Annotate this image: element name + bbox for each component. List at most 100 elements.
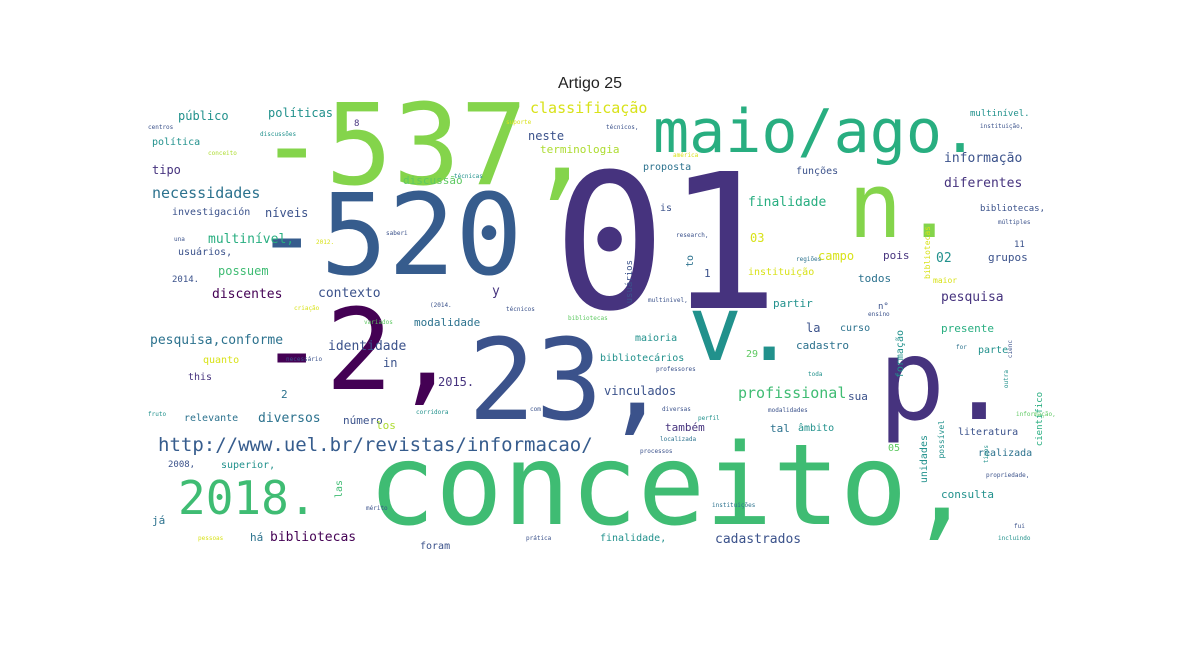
cloud-word: tipo <box>152 163 181 177</box>
cloud-word: p. <box>878 316 1013 446</box>
cloud-word: saberi <box>386 230 408 237</box>
cloud-word: 8 <box>354 119 360 129</box>
cloud-word: corridora <box>416 409 449 416</box>
cloud-word: vinculados <box>604 384 677 398</box>
cloud-word: 2008, <box>168 460 196 470</box>
cloud-word: instituição <box>748 267 815 278</box>
cloud-word: in <box>383 356 398 370</box>
cloud-word: modalidades <box>768 407 808 414</box>
cloud-word: -2, <box>258 286 461 416</box>
cloud-word: diferentes <box>944 176 1023 191</box>
cloud-word: também <box>665 421 705 434</box>
cloud-word: 05 <box>888 443 901 454</box>
cloud-word: 2012. <box>316 239 335 246</box>
cloud-word: y <box>492 284 500 299</box>
cloud-word: técnicas <box>454 173 483 180</box>
cloud-word: las <box>334 480 345 499</box>
cloud-word: partir <box>773 297 813 310</box>
cloud-word: suporte <box>506 119 532 126</box>
chart-title: Artigo 25 <box>557 75 623 92</box>
cloud-word: funções <box>796 166 839 177</box>
cloud-word: investigación <box>172 207 251 218</box>
cloud-word: processos <box>640 448 673 455</box>
cloud-word: 2014. <box>172 275 200 285</box>
cloud-word: finalidade <box>748 195 827 210</box>
cloud-word: incluindo <box>998 535 1031 542</box>
cloud-word: pesquisa <box>941 290 1004 305</box>
cloud-word: técnicos, <box>606 124 639 131</box>
cloud-word: campo <box>818 249 855 263</box>
cloud-word: localizada <box>660 436 697 443</box>
cloud-word: superior, <box>221 460 276 471</box>
cloud-word: finalidade, <box>600 533 667 544</box>
cloud-word: informação, <box>1016 411 1056 418</box>
cloud-word: neste <box>528 129 565 143</box>
cloud-word: realizada <box>978 448 1033 459</box>
cloud-word: bibliotecários <box>600 353 685 364</box>
cloud-word: pesquisa,conforme <box>150 333 284 348</box>
cloud-word: diversas <box>662 406 691 413</box>
cloud-word: multinivel, <box>648 297 688 304</box>
cloud-word: âmbito <box>798 423 835 434</box>
cloud-word: necessidades <box>152 184 261 202</box>
cloud-word: tipos <box>983 445 990 464</box>
word-cloud: 01 conceito, -537, -520 23, maio/ago. -2, n. v. p… <box>148 100 1060 556</box>
cloud-word: professores <box>656 366 696 373</box>
cloud-word: políticas <box>268 106 334 120</box>
cloud-word: cadastrados <box>715 532 802 547</box>
cloud-word: multinível, <box>208 232 295 247</box>
cloud-word: variados <box>364 319 393 326</box>
cloud-word: maio/ago. <box>653 100 979 167</box>
cloud-word: literatura <box>958 427 1019 438</box>
cloud-word: há <box>250 531 264 544</box>
cloud-word: is <box>660 203 673 214</box>
cloud-word: bibliotecas <box>568 315 608 322</box>
cloud-word: usuários, <box>178 247 233 258</box>
cloud-word: outra <box>1003 370 1010 389</box>
cloud-word: unidades <box>919 435 930 484</box>
cloud-word: for <box>956 344 967 351</box>
cloud-word: américa <box>673 152 699 159</box>
cloud-word: this <box>188 372 213 383</box>
cloud-word: 29 <box>746 349 759 360</box>
cloud-word: prática <box>526 535 552 542</box>
cloud-word: 01 <box>553 134 780 353</box>
cloud-word: conceito, <box>368 421 975 551</box>
cloud-word: la <box>806 321 821 335</box>
cloud-word: relevante <box>184 413 239 424</box>
cloud-word: criação <box>294 305 320 312</box>
cloud-word: 2015. <box>438 375 475 389</box>
cloud-word: centros <box>148 124 174 131</box>
cloud-word: bibliotecas <box>270 530 357 545</box>
cloud-word: los <box>376 419 396 432</box>
cloud-word: fui <box>1014 523 1025 530</box>
cloud-word: necessário <box>286 356 323 363</box>
cloud-word: toda <box>808 371 823 378</box>
cloud-word: bibliotecas, <box>980 204 1046 214</box>
cloud-word: foram <box>420 541 451 552</box>
cloud-word: tal <box>770 422 790 435</box>
cloud-word: técnicos <box>506 306 535 313</box>
cloud-word: classificação <box>530 100 648 117</box>
cloud-word: multinível. <box>970 109 1030 119</box>
cloud-word: bibliotecas <box>923 226 932 279</box>
cloud-word: cienc <box>1007 340 1014 359</box>
cloud-word: 1 <box>704 267 711 280</box>
cloud-word: identidade <box>328 339 407 354</box>
cloud-word: regiões <box>796 256 822 263</box>
cloud-word: discussão <box>403 174 463 187</box>
cloud-word: ensino <box>868 311 890 318</box>
cloud-word: diversos <box>258 411 321 426</box>
cloud-word: research, <box>676 232 709 239</box>
cloud-word: público <box>178 109 229 123</box>
cloud-word: com <box>530 406 541 413</box>
cloud-word: discentes <box>212 287 283 302</box>
cloud-word: perfil <box>698 415 720 422</box>
cloud-word: http://www.uel.br/revistas/informacao/ <box>158 434 593 456</box>
cloud-word: sua <box>848 390 868 403</box>
cloud-word: presente <box>941 322 994 335</box>
cloud-word: n. <box>848 154 957 259</box>
cloud-word: 2 <box>281 388 288 401</box>
cloud-word: pessoas <box>198 535 224 542</box>
